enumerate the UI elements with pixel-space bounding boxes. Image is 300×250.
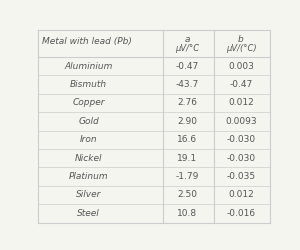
- Text: -1.79: -1.79: [176, 172, 199, 181]
- Text: b: b: [238, 35, 244, 44]
- Text: -0.47: -0.47: [229, 80, 253, 89]
- Text: -0.030: -0.030: [226, 135, 256, 144]
- Text: Iron: Iron: [80, 135, 98, 144]
- Text: Copper: Copper: [72, 98, 105, 108]
- Text: -0.47: -0.47: [176, 62, 199, 71]
- Text: 0.012: 0.012: [228, 190, 254, 200]
- Text: Aluminium: Aluminium: [64, 62, 113, 71]
- Text: a: a: [185, 35, 190, 44]
- Text: 0.003: 0.003: [228, 62, 254, 71]
- Text: Steel: Steel: [77, 209, 100, 218]
- Text: 0.0093: 0.0093: [225, 117, 257, 126]
- Text: 2.76: 2.76: [178, 98, 197, 108]
- Text: 19.1: 19.1: [177, 154, 197, 162]
- Text: Metal with lead (Pb): Metal with lead (Pb): [42, 37, 132, 46]
- Text: 2.50: 2.50: [178, 190, 197, 200]
- Text: Silver: Silver: [76, 190, 101, 200]
- Text: -0.030: -0.030: [226, 154, 256, 162]
- Text: -43.7: -43.7: [176, 80, 199, 89]
- Text: 10.8: 10.8: [177, 209, 197, 218]
- Text: 2.90: 2.90: [178, 117, 197, 126]
- Text: Bismuth: Bismuth: [70, 80, 107, 89]
- Text: 16.6: 16.6: [177, 135, 197, 144]
- Text: -0.035: -0.035: [226, 172, 256, 181]
- Text: 0.012: 0.012: [228, 98, 254, 108]
- Text: μV/(°C): μV/(°C): [226, 44, 256, 54]
- Text: -0.016: -0.016: [226, 209, 256, 218]
- Text: Nickel: Nickel: [75, 154, 102, 162]
- Text: Gold: Gold: [78, 117, 99, 126]
- Text: Platinum: Platinum: [69, 172, 109, 181]
- Text: μV/°C: μV/°C: [176, 44, 200, 54]
